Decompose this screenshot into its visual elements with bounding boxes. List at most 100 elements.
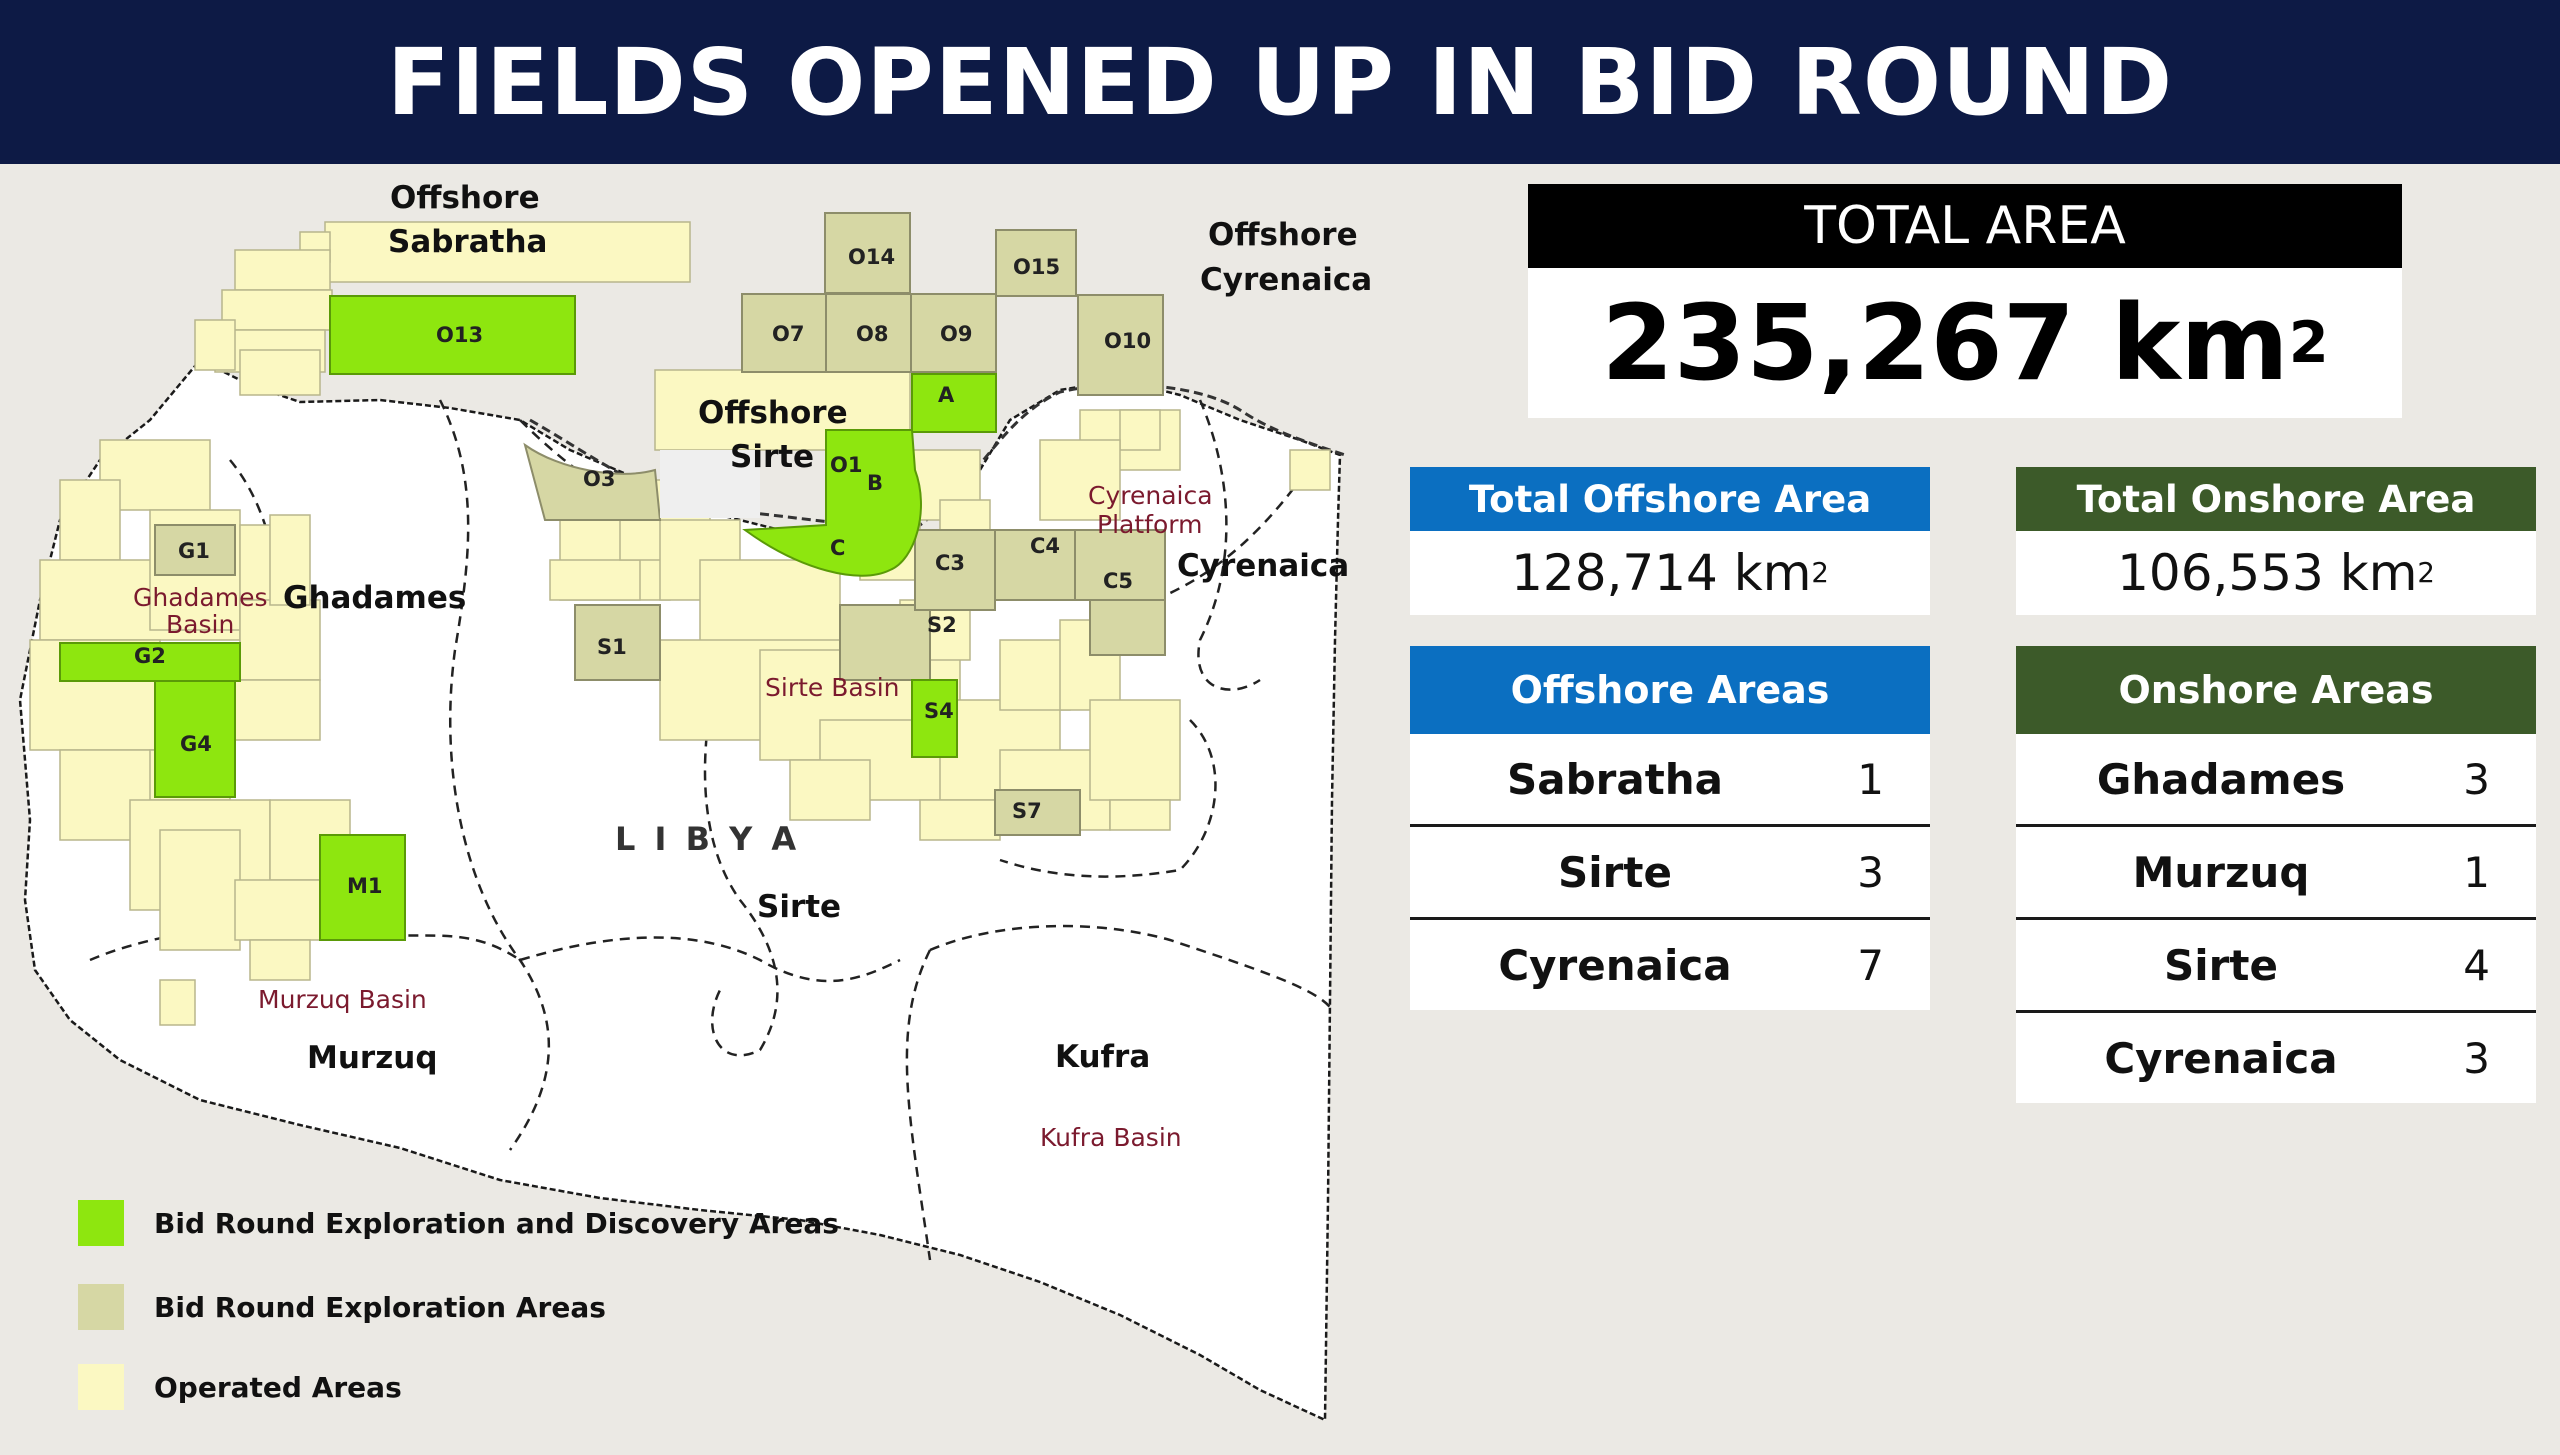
label-kufra: Kufra <box>1055 1039 1150 1075</box>
legend-swatch-discovery <box>78 1200 124 1246</box>
total-area-number: 235,267 km <box>1601 282 2289 404</box>
block-b: B <box>867 471 883 495</box>
block-o10: O10 <box>1104 329 1151 353</box>
area-name: Cyrenaica <box>2104 1033 2338 1083</box>
area-count: 3 <box>2463 1033 2490 1083</box>
onshore-total-value: 106,553 km 2 <box>2016 531 2536 615</box>
block-c4: C4 <box>1030 534 1060 558</box>
area-count: 1 <box>1857 754 1884 804</box>
offshore-areas-table: Offshore Areas Sabratha 1 Sirte 3 Cyrena… <box>1410 646 1930 1010</box>
label-offshore-sirte-2: Sirte <box>730 439 814 475</box>
label-murzuq-basin: Murzuq Basin <box>258 985 427 1014</box>
offshore-total-number: 128,714 km <box>1511 544 1812 602</box>
block-g2: G2 <box>134 644 166 668</box>
exploration-areas <box>154 212 1166 836</box>
block-o15: O15 <box>1013 255 1060 279</box>
legend-item-discovery: Bid Round Exploration and Discovery Area… <box>78 1200 839 1246</box>
basin-boundaries <box>59 399 1334 1261</box>
label-cyrenaica-platform-2: Platform <box>1097 510 1202 539</box>
block-labels: O13 O14 O15 O7 O8 O9 O10 O3 O1 A B C G1 … <box>134 245 1151 898</box>
area-name: Sirte <box>1558 847 1672 897</box>
label-cyrenaica: Cyrenaica <box>1177 548 1349 584</box>
table-row: Sirte 3 <box>1410 827 1930 920</box>
block-o13: O13 <box>436 323 483 347</box>
block-o7: O7 <box>772 322 804 346</box>
block-o1: O1 <box>830 453 862 477</box>
table-row: Cyrenaica 3 <box>2016 1013 2536 1103</box>
block-a: A <box>938 383 955 407</box>
onshore-total-unit-sup: 2 <box>2417 557 2435 589</box>
label-libya: L I B Y A <box>615 820 800 858</box>
label-sirte-basin: Sirte Basin <box>765 673 900 702</box>
legend-label-exploration: Bid Round Exploration Areas <box>154 1290 606 1324</box>
region-labels: Offshore Sabratha Offshore Cyrenaica Off… <box>283 180 1372 1076</box>
area-name: Ghadames <box>2096 754 2346 804</box>
total-area-title: TOTAL AREA <box>1528 184 2402 268</box>
label-offshore-cyrenaica-2: Cyrenaica <box>1200 262 1372 298</box>
block-s1: S1 <box>597 635 627 659</box>
label-ghadames: Ghadames <box>283 580 466 616</box>
total-area-card: TOTAL AREA 235,267 km 2 <box>1528 184 2402 418</box>
area-name: Cyrenaica <box>1498 940 1732 990</box>
label-offshore-cyrenaica-1: Offshore <box>1208 217 1358 253</box>
offshore-total-title: Total Offshore Area <box>1410 467 1930 531</box>
total-area-value: 235,267 km 2 <box>1528 268 2402 418</box>
block-o14: O14 <box>848 245 895 269</box>
offshore-total-unit-sup: 2 <box>1811 557 1829 589</box>
area-name: Sirte <box>2164 940 2278 990</box>
onshore-total-number: 106,553 km <box>2117 544 2418 602</box>
block-c5: C5 <box>1103 569 1133 593</box>
label-ghadames-basin-2: Basin <box>166 610 234 639</box>
table-row: Ghadames 3 <box>2016 734 2536 827</box>
block-c3: C3 <box>935 551 965 575</box>
label-kufra-basin: Kufra Basin <box>1040 1123 1182 1152</box>
table-row: Cyrenaica 7 <box>1410 920 1930 1010</box>
block-s7: S7 <box>1012 799 1042 823</box>
block-s4: S4 <box>924 699 954 723</box>
page-header: FIELDS OPENED UP IN BID ROUND <box>0 0 2560 164</box>
area-count: 3 <box>2463 754 2490 804</box>
basin-labels: Ghadames Basin Cyrenaica Platform Sirte … <box>133 481 1213 1152</box>
legend-item-operated: Operated Areas <box>78 1364 402 1410</box>
onshore-total-card: Total Onshore Area 106,553 km 2 <box>2016 467 2536 615</box>
legend-swatch-operated <box>78 1364 124 1410</box>
label-sirte: Sirte <box>757 889 841 925</box>
label-offshore-sabratha-2: Sabratha <box>388 224 547 260</box>
label-ghadames-basin-1: Ghadames <box>133 583 268 612</box>
table-row: Murzuq 1 <box>2016 827 2536 920</box>
area-count: 4 <box>2463 940 2490 990</box>
block-o9: O9 <box>940 322 972 346</box>
offshore-total-value: 128,714 km 2 <box>1410 531 1930 615</box>
block-m1: M1 <box>347 874 383 898</box>
legend-label-operated: Operated Areas <box>154 1370 402 1404</box>
block-o8: O8 <box>856 322 888 346</box>
block-s2: S2 <box>927 613 957 637</box>
area-name: Sabratha <box>1506 754 1724 804</box>
area-count: 3 <box>1857 847 1884 897</box>
table-row: Sirte 4 <box>2016 920 2536 1013</box>
offshore-total-card: Total Offshore Area 128,714 km 2 <box>1410 467 1930 615</box>
total-area-unit-sup: 2 <box>2288 310 2329 376</box>
label-murzuq: Murzuq <box>307 1040 438 1076</box>
onshore-total-title: Total Onshore Area <box>2016 467 2536 531</box>
onshore-areas-title: Onshore Areas <box>2016 646 2536 734</box>
area-count: 7 <box>1857 940 1884 990</box>
legend-item-exploration: Bid Round Exploration Areas <box>78 1284 606 1330</box>
block-g4: G4 <box>180 732 212 756</box>
block-o3: O3 <box>583 467 615 491</box>
block-g1: G1 <box>178 539 210 563</box>
block-c: C <box>830 536 845 560</box>
area-count: 1 <box>2463 847 2490 897</box>
onshore-areas-table: Onshore Areas Ghadames 3 Murzuq 1 Sirte … <box>2016 646 2536 1103</box>
table-row: Sabratha 1 <box>1410 734 1930 827</box>
page-title: FIELDS OPENED UP IN BID ROUND <box>386 28 2174 136</box>
libya-map: Offshore Sabratha Offshore Cyrenaica Off… <box>18 180 1372 1422</box>
offshore-areas-title: Offshore Areas <box>1410 646 1930 734</box>
discovery-areas <box>59 295 997 941</box>
label-offshore-sirte-1: Offshore <box>698 395 848 431</box>
legend-label-discovery: Bid Round Exploration and Discovery Area… <box>154 1206 839 1240</box>
label-offshore-sabratha-1: Offshore <box>390 180 540 216</box>
legend-swatch-exploration <box>78 1284 124 1330</box>
label-cyrenaica-platform-1: Cyrenaica <box>1088 481 1213 510</box>
area-name: Murzuq <box>2132 847 2310 897</box>
